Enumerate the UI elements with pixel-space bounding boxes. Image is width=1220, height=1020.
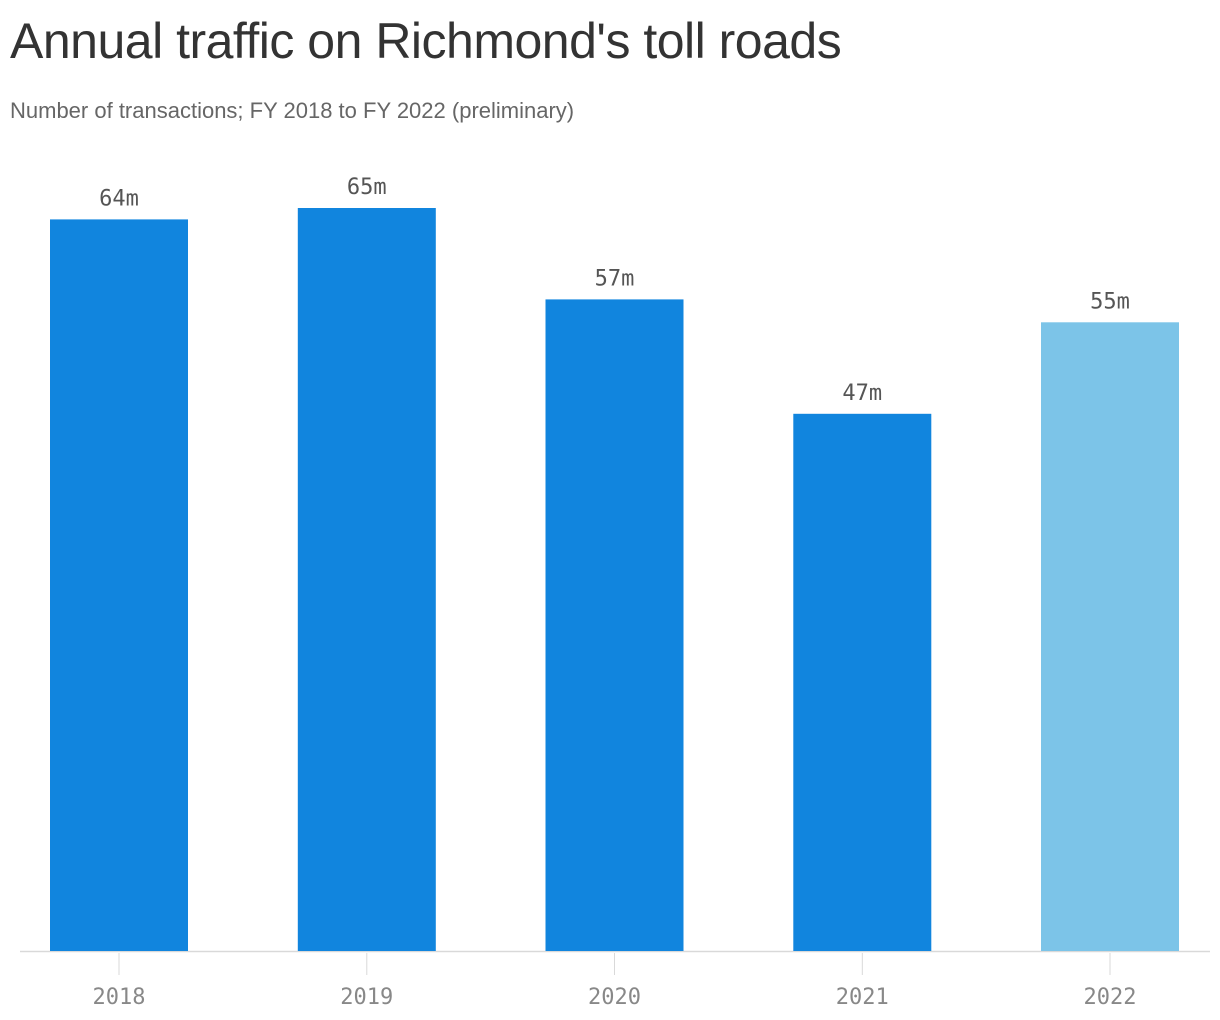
x-tick-label-2022: 2022 xyxy=(1084,985,1137,1010)
value-label-2019: 65m xyxy=(347,175,387,200)
bar-2022 xyxy=(1041,322,1179,951)
chart-subtitle: Number of transactions; FY 2018 to FY 20… xyxy=(10,98,575,123)
bar-2020 xyxy=(545,299,684,951)
value-label-2021: 47m xyxy=(842,381,882,406)
x-tick-label-2018: 2018 xyxy=(93,985,146,1010)
value-label-2020: 57m xyxy=(595,266,635,291)
bar-2019 xyxy=(297,208,436,951)
bar-2018 xyxy=(50,219,188,951)
value-label-2018: 64m xyxy=(99,186,139,211)
x-tick-label-2019: 2019 xyxy=(340,985,393,1010)
value-label-2022: 55m xyxy=(1090,289,1130,314)
x-tick-label-2021: 2021 xyxy=(836,985,889,1010)
x-tick-label-2020: 2020 xyxy=(588,985,641,1010)
chart-title: Annual traffic on Richmond's toll roads xyxy=(10,13,842,69)
bar-2021 xyxy=(793,413,932,951)
